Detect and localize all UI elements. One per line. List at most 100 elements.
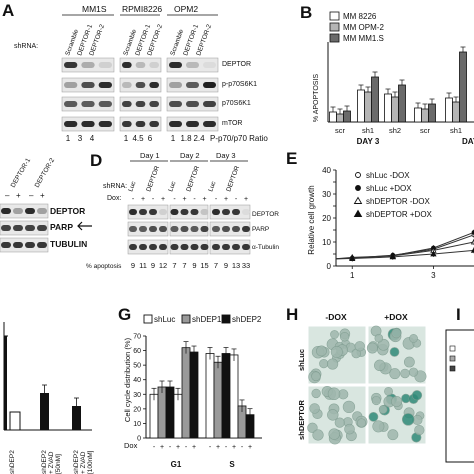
dox-sign: - (215, 196, 218, 203)
cell (374, 333, 384, 343)
band (64, 62, 78, 68)
band (180, 226, 189, 232)
sign: + (16, 191, 21, 200)
blot-label: PARP (50, 222, 73, 232)
blot-strip (127, 221, 169, 237)
blot-label: p-p70S6K1 (222, 81, 257, 88)
apoptosis-value: 15 (200, 261, 208, 270)
legend-entry: shLuc +DOX (366, 184, 412, 193)
cell-line-label: MM1S (82, 4, 107, 14)
band (159, 226, 167, 232)
blot-strip (0, 220, 49, 236)
column-label: -DOX (325, 312, 347, 322)
band (149, 209, 157, 215)
cell (391, 328, 402, 339)
band (37, 208, 47, 214)
apoptosis-value: 7 (172, 261, 176, 270)
dox-sign: - (209, 444, 212, 451)
bar (40, 393, 49, 430)
x-label-line: [100nM] (87, 450, 94, 474)
y-tick-label: 30 (322, 190, 331, 199)
cell (344, 423, 355, 435)
dox-sign: + (141, 196, 145, 203)
blot-strip (0, 203, 49, 219)
legend-marker (353, 196, 363, 204)
band (203, 62, 216, 68)
dox-sign: + (244, 196, 248, 203)
x-label-line: + ZVAD (80, 451, 87, 474)
cell (327, 358, 339, 370)
cell (311, 371, 321, 382)
ratio-value: 3 (78, 134, 83, 143)
band (212, 226, 220, 232)
band (129, 209, 137, 215)
cell (328, 428, 340, 440)
y-tick-label: 60 (133, 348, 141, 355)
band (13, 208, 23, 214)
bar (205, 353, 215, 439)
cell (403, 356, 415, 368)
lane-group-label: Luc (127, 180, 137, 193)
y-tick-label: 20 (322, 214, 331, 223)
panel-e: E Relative cell growth 0 10 20 30 40 1 3 shLuc… (286, 149, 474, 280)
band (203, 82, 216, 88)
bar (391, 96, 399, 123)
bar (213, 361, 223, 439)
band (122, 82, 132, 88)
legend-swatch (329, 33, 340, 43)
cell (384, 386, 393, 396)
band (222, 209, 230, 215)
cell (368, 411, 379, 422)
panel-f: shDEP2 shDEP2+ ZVAD[50nM] shDEP2+ ZVAD[10… (3, 322, 94, 474)
x-label-line: + ZVAD (48, 451, 55, 474)
legend-swatch (181, 314, 191, 324)
x-tick-label: scr (420, 126, 431, 135)
x-label: shDEP2 (9, 450, 16, 474)
apoptosis-value: 33 (242, 261, 250, 270)
band (190, 209, 199, 215)
band (139, 244, 147, 250)
legend-swatch (329, 11, 340, 21)
cell (411, 390, 423, 401)
bar (384, 93, 392, 123)
lane-group-label: Luc (207, 180, 217, 193)
band (64, 82, 78, 88)
x-tick-label: sh1 (362, 126, 374, 135)
dox-sign: - (153, 444, 156, 451)
lane-group-label: DEPTOR (225, 165, 241, 193)
band (190, 226, 199, 232)
cell (408, 367, 419, 377)
apoptosis-label: % apoptosis (86, 263, 122, 270)
band (98, 101, 112, 107)
dox-sign: + (161, 196, 165, 203)
sign: + (40, 191, 45, 200)
legend-entry: shDEP1 (192, 315, 222, 324)
legend-swatch (329, 22, 340, 32)
x-label-line: [50nM] (55, 454, 62, 474)
blot-label: DEPTOR (252, 211, 279, 218)
dox-sign: + (160, 444, 164, 451)
panel-g-letter: G (118, 305, 131, 324)
band (200, 209, 209, 215)
band (37, 225, 47, 231)
x-label-line: shDEP2 (73, 450, 80, 474)
band (180, 244, 189, 250)
bar (421, 108, 429, 123)
band (81, 82, 95, 88)
legend-swatch (449, 365, 456, 372)
panel-a: A MM1S RPMI8226 OPM2 shRNA: ScrambleDEPT… (2, 1, 268, 143)
x-label: shDEP2+ ZVAD[100nM] (73, 450, 94, 474)
bar (428, 103, 436, 123)
day-label: Day 2 (180, 151, 200, 160)
band (169, 101, 182, 107)
dox-sign: - (173, 196, 176, 203)
band (169, 82, 182, 88)
bar (445, 97, 453, 123)
bar (72, 406, 81, 430)
cell (307, 422, 318, 434)
lane-group-label: Luc (167, 180, 177, 193)
day-label: Day 1 (140, 151, 160, 160)
cell (391, 395, 403, 408)
data-point (470, 247, 474, 253)
